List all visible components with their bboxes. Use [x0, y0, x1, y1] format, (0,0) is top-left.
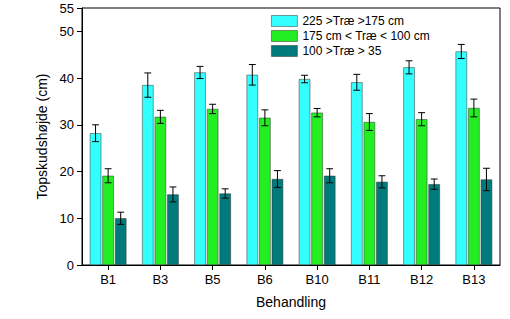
svg-text:B10: B10: [306, 272, 329, 287]
svg-text:55: 55: [60, 1, 74, 16]
svg-text:0: 0: [67, 258, 74, 273]
svg-text:50: 50: [60, 24, 74, 39]
svg-text:30: 30: [60, 117, 74, 132]
svg-text:B1: B1: [100, 272, 116, 287]
svg-text:B13: B13: [462, 272, 485, 287]
svg-text:225 >Træ >175 cm: 225 >Træ >175 cm: [302, 14, 404, 28]
svg-text:10: 10: [60, 211, 74, 226]
svg-text:B5: B5: [205, 272, 221, 287]
svg-text:B11: B11: [358, 272, 380, 287]
svg-text:B3: B3: [152, 272, 168, 287]
svg-text:Topskudshøjde (cm): Topskudshøjde (cm): [34, 73, 50, 199]
svg-text:175 cm < Træ < 100 cm: 175 cm < Træ < 100 cm: [302, 29, 429, 43]
svg-text:Behandling: Behandling: [256, 294, 326, 310]
svg-text:20: 20: [60, 164, 74, 179]
svg-text:100 >Træ > 35: 100 >Træ > 35: [302, 44, 381, 58]
svg-text:B12: B12: [410, 272, 433, 287]
svg-text:40: 40: [60, 71, 74, 86]
svg-text:B6: B6: [257, 272, 273, 287]
